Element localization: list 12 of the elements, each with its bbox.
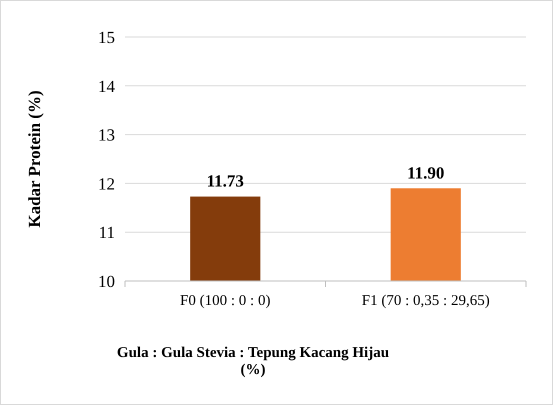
x-tick-label: F1 (70 : 0,35 : 29,65) [362,293,490,309]
x-tick-label: F0 (100 : 0 : 0) [180,293,270,309]
y-tick-label: 15 [98,28,115,47]
data-label: 11.90 [407,163,444,182]
y-axis-title: Kadar Protein (%) [25,90,44,228]
y-tick-label: 14 [98,76,116,96]
y-tick-label: 13 [98,126,115,145]
x-axis-title: Gula : Gula Stevia : Tepung Kacang Hijau (%) [116,345,390,378]
y-tick-label: 11 [98,223,115,242]
y-tick-label: 12 [98,174,115,194]
y-tick-label: 10 [98,272,115,291]
data-label: 11.73 [206,172,244,191]
